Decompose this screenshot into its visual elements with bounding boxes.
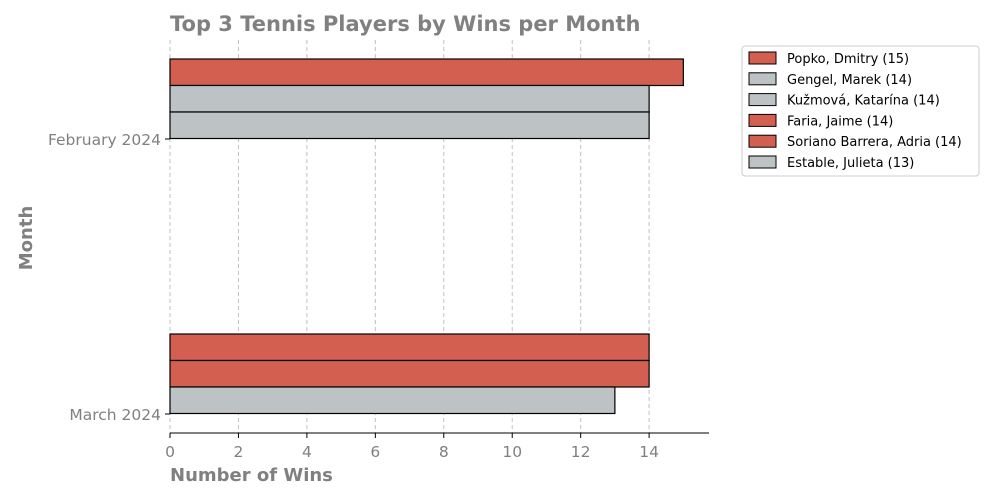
bar xyxy=(169,58,684,87)
x-ticks: 0 2 4 6 8 10 12 14 xyxy=(165,433,659,461)
legend-swatch xyxy=(748,134,777,148)
x-tick-label: 2 xyxy=(234,443,244,461)
bar xyxy=(169,333,650,362)
chart-title: Top 3 Tennis Players by Wins per Month xyxy=(170,12,641,36)
legend-swatch xyxy=(748,72,777,86)
x-tick-label: 6 xyxy=(370,443,380,461)
legend-swatch xyxy=(748,155,777,169)
x-tick-label: 14 xyxy=(639,443,659,461)
y-axis-label: Month xyxy=(16,206,37,271)
y-ticks: February 2024 March 2024 xyxy=(48,131,170,424)
y-tick-label: March 2024 xyxy=(69,406,161,424)
y-tick-label: February 2024 xyxy=(48,131,161,149)
x-tick-label: 0 xyxy=(165,443,175,461)
bar xyxy=(169,386,616,415)
bars xyxy=(169,58,684,415)
legend-label: Faria, Jaime (14) xyxy=(787,114,893,129)
x-tick-label: 8 xyxy=(439,443,449,461)
legend-swatch xyxy=(748,51,777,65)
x-tick-label: 12 xyxy=(571,443,591,461)
bar xyxy=(169,84,650,113)
x-tick-label: 4 xyxy=(302,443,312,461)
x-axis-label: Number of Wins xyxy=(170,465,333,486)
legend-label: Estable, Julieta (13) xyxy=(787,156,914,171)
legend: Popko, Dmitry (15) Gengel, Marek (14) Kužm… xyxy=(741,45,980,177)
legend-label: Gengel, Marek (14) xyxy=(787,73,912,88)
bar xyxy=(169,111,650,140)
legend-label: Soriano Barrera, Adria (14) xyxy=(787,135,962,150)
legend-label: Kužmová, Katarína (14) xyxy=(787,94,940,109)
legend-frame xyxy=(741,45,980,177)
legend-label: Popko, Dmitry (15) xyxy=(787,52,909,67)
bar xyxy=(169,359,650,388)
legend-swatch xyxy=(748,93,777,107)
x-tick-label: 10 xyxy=(502,443,522,461)
legend-swatch xyxy=(748,113,777,127)
